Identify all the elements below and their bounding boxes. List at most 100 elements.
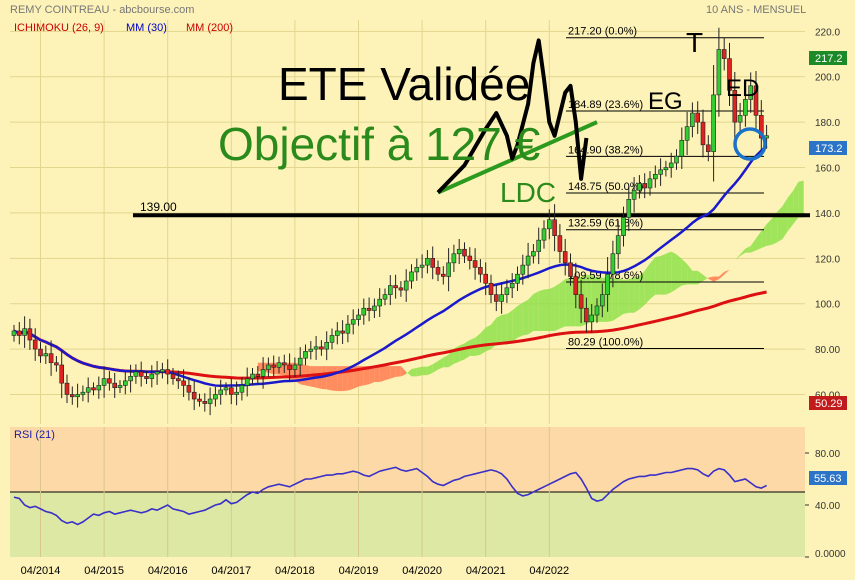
candle-body (531, 251, 536, 257)
candle-body (737, 115, 743, 123)
candle-body (356, 314, 361, 320)
cloud-segment (634, 275, 640, 313)
cloud-segment (777, 206, 783, 243)
moving-averages (13, 145, 768, 388)
cloud-segment (496, 315, 502, 345)
candle-body (128, 376, 133, 382)
candlesticks (11, 27, 769, 416)
candle-body (716, 49, 722, 96)
candle-body (324, 341, 330, 350)
candle-body (234, 391, 239, 395)
candle-body (631, 189, 637, 200)
rsi-grid (40, 427, 550, 557)
candle-body (472, 260, 478, 268)
cloud-segment (787, 190, 794, 232)
cloud-segment (692, 270, 698, 285)
candle-body (207, 398, 213, 404)
candle-body (11, 330, 17, 336)
candle-body (684, 126, 690, 141)
cloud-segment (464, 340, 470, 360)
candle-body (621, 217, 626, 236)
candle-body (658, 169, 663, 175)
lower-value-text: 50.29 (815, 398, 843, 410)
candle-body (584, 307, 589, 323)
candle-body (287, 364, 292, 370)
cloud-segment (745, 245, 751, 253)
y-tick-label: 180.0 (815, 118, 840, 129)
right-shoulder-label: ED (726, 75, 759, 102)
x-tick-label: 04/2015 (84, 565, 124, 577)
fib-label: 217.20 (0.0%) (568, 26, 637, 38)
cloud-segment (326, 366, 332, 391)
cloud-segment (379, 366, 385, 383)
cloud-segment (750, 238, 756, 253)
candle-body (313, 346, 319, 350)
cloud-segment (554, 283, 560, 331)
x-tick-label: 04/2018 (275, 565, 315, 577)
candle-body (451, 253, 457, 264)
candle-body (334, 330, 340, 336)
candle-body (456, 248, 462, 255)
candle-body (260, 369, 266, 377)
rsi-tick-label: 80.00 (815, 449, 840, 460)
y-tick-label: 60.00 (815, 390, 840, 401)
candle-body (319, 346, 324, 350)
candle-body (610, 253, 616, 275)
period-label: 10 ANS - MENSUEL (706, 4, 806, 16)
rsi-value-text: 55.63 (814, 473, 842, 485)
cloud-segment (676, 254, 682, 289)
candle-body (144, 376, 149, 379)
candle-body (297, 357, 303, 366)
candle-body (462, 248, 467, 257)
candle-body (181, 380, 186, 386)
candle-body (732, 90, 738, 123)
candle-body (642, 183, 648, 189)
rsi-line (13, 466, 767, 526)
cloud-segment (618, 278, 624, 318)
support-label: 139.00 (140, 200, 177, 214)
cloud-segment (549, 286, 555, 331)
cloud-segment (718, 271, 725, 280)
candle-body (499, 294, 504, 302)
cloud-segment (724, 269, 730, 275)
candle-body (743, 99, 748, 116)
cloud-segment (528, 294, 534, 335)
candle-body (59, 364, 65, 384)
fib-label: 148.75 (50.0%) (568, 181, 643, 193)
candle-body (398, 287, 404, 291)
candle-body (350, 319, 356, 325)
candle-body (266, 364, 271, 370)
candle-body (70, 394, 75, 398)
candle-body (562, 251, 568, 264)
candle-body (435, 267, 441, 275)
candle-body (38, 348, 43, 357)
cloud-segment (416, 366, 423, 377)
price-pane (10, 20, 805, 424)
candle-body (509, 282, 515, 289)
candle-body (679, 139, 685, 157)
cloud-segment (671, 251, 677, 293)
rsi-tick-label: 40.00 (815, 501, 840, 512)
candle-body (615, 235, 621, 255)
candle-body (250, 373, 255, 379)
head-label: T (686, 27, 703, 58)
x-tick-label: 04/2022 (529, 565, 569, 577)
candle-body (647, 178, 653, 189)
cloud-segment (363, 366, 370, 386)
candle-body (43, 353, 49, 357)
cloud-segment (353, 366, 359, 389)
head-shoulders-pattern (436, 38, 589, 194)
candle-body (488, 282, 494, 295)
x-tick-label: 04/2019 (339, 565, 379, 577)
last-price-text: 173.2 (815, 143, 843, 155)
top-price-text: 217.2 (815, 53, 843, 65)
rsi-overbought-zone (10, 427, 805, 492)
ma30-line (13, 145, 768, 388)
cloud-segment (512, 305, 518, 343)
candle-body (27, 328, 33, 341)
candle-body (557, 235, 563, 252)
candle-body (202, 401, 208, 404)
cloud-segment (708, 276, 714, 282)
cloud-segment (665, 251, 672, 295)
